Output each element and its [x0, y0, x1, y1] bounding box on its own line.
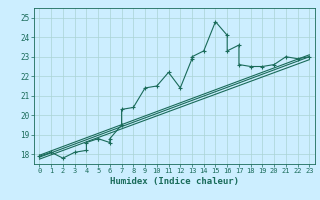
X-axis label: Humidex (Indice chaleur): Humidex (Indice chaleur) [110, 177, 239, 186]
